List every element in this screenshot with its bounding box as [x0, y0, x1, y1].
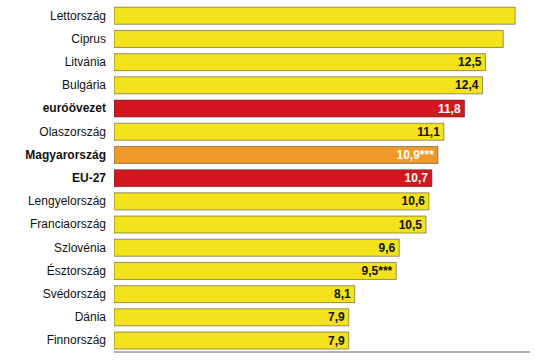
svg-text:euróövezet: euróövezet — [43, 101, 106, 115]
svg-text:10,7: 10,7 — [405, 171, 429, 185]
svg-text:Olaszország: Olaszország — [39, 125, 106, 139]
svg-text:11,1: 11,1 — [417, 125, 440, 139]
svg-text:10,9***: 10,9*** — [397, 148, 435, 162]
svg-text:7,9: 7,9 — [328, 334, 345, 348]
svg-text:Lettország: Lettország — [50, 9, 106, 23]
svg-text:8,1: 8,1 — [334, 287, 351, 301]
svg-text:11,8: 11,8 — [438, 102, 461, 116]
svg-text:Magyarország: Magyarország — [25, 148, 106, 162]
svg-text:7,9: 7,9 — [328, 310, 345, 324]
svg-text:12,5: 12,5 — [458, 55, 482, 69]
svg-text:12,4: 12,4 — [455, 78, 479, 92]
svg-text:Litvánia: Litvánia — [65, 55, 107, 69]
svg-text:Franciaország: Franciaország — [30, 217, 106, 231]
svg-text:Észtország: Észtország — [47, 263, 106, 278]
svg-text:Ciprus: Ciprus — [71, 32, 106, 46]
svg-text:9,6: 9,6 — [379, 241, 396, 255]
svg-text:Svédország: Svédország — [43, 287, 106, 301]
svg-text:Finnország: Finnország — [47, 333, 106, 347]
svg-text:Szlovénia: Szlovénia — [54, 241, 106, 255]
svg-text:Lengyelország: Lengyelország — [28, 194, 106, 208]
svg-text:Dánia: Dánia — [75, 310, 107, 324]
svg-text:10,5: 10,5 — [399, 218, 423, 232]
svg-text:Bulgária: Bulgária — [62, 78, 106, 92]
svg-text:9,5***: 9,5*** — [362, 264, 393, 278]
svg-text:EU-27: EU-27 — [72, 171, 106, 185]
svg-text:10,6: 10,6 — [402, 194, 426, 208]
